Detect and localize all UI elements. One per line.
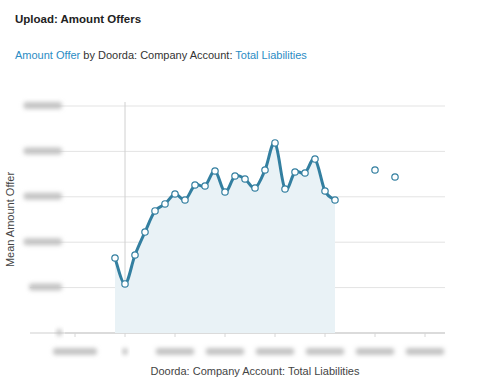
x-tick — [275, 333, 276, 337]
area-fill — [115, 143, 335, 333]
data-point — [372, 167, 378, 173]
x-tick — [325, 333, 326, 337]
x-tick — [175, 333, 176, 337]
x-tick — [425, 333, 426, 337]
data-point — [132, 252, 138, 258]
redacted-tick-label — [24, 193, 63, 200]
data-point — [112, 255, 118, 261]
data-point — [232, 173, 238, 179]
redacted-tick-label — [57, 329, 63, 336]
x-tick — [375, 333, 376, 337]
x-tick — [125, 333, 126, 337]
redacted-tick-label — [24, 238, 63, 245]
data-point — [222, 189, 228, 195]
chart-svg: Upload: Amount Offers Amount Offer by Doo… — [0, 0, 500, 390]
plot-area — [112, 140, 398, 333]
y-axis-label: Mean Amount Offer — [4, 172, 16, 268]
data-point — [142, 229, 148, 235]
series-line — [115, 143, 335, 284]
redacted-tick-label — [256, 348, 295, 355]
data-point — [292, 169, 298, 175]
redacted-tick-label — [206, 348, 245, 355]
data-point — [162, 201, 168, 207]
redacted-tick-label — [406, 348, 445, 355]
data-point — [312, 156, 318, 162]
data-point — [262, 167, 268, 173]
data-point — [332, 197, 338, 203]
data-point — [182, 197, 188, 203]
x-tick — [75, 333, 76, 337]
redacted-tick-label — [306, 348, 345, 355]
redacted-tick-label — [156, 348, 195, 355]
grid-line — [30, 151, 445, 152]
subtitle-part: by Doorda: Company Account: — [80, 49, 232, 61]
redacted-tick-label — [122, 348, 128, 355]
data-point — [322, 188, 328, 194]
data-point — [392, 174, 398, 180]
grid-line — [30, 106, 445, 107]
data-point — [122, 281, 128, 287]
data-point — [152, 208, 158, 214]
data-point — [212, 168, 218, 174]
x-tick — [225, 333, 226, 337]
subtitle-part: Total Liabilities — [232, 49, 307, 61]
data-point — [192, 182, 198, 188]
subtitle-part: Amount Offer — [15, 49, 81, 61]
title: Upload: Amount Offers — [15, 13, 141, 25]
data-point — [282, 186, 288, 192]
data-point — [202, 183, 208, 189]
subtitle: Amount Offer by Doorda: Company Account:… — [15, 49, 307, 61]
data-point — [242, 176, 248, 182]
redacted-tick-label — [24, 147, 63, 154]
chart-container: Upload: Amount Offers Amount Offer by Doo… — [0, 0, 500, 390]
x-axis-label: Doorda: Company Account: Total Liabiliti… — [151, 365, 360, 377]
data-point — [302, 170, 308, 176]
redacted-tick-label — [24, 102, 63, 109]
redacted-tick-label — [29, 284, 62, 291]
redacted-tick-label — [356, 348, 395, 355]
data-point — [172, 191, 178, 197]
data-point — [252, 185, 258, 191]
redacted-tick-label — [53, 348, 97, 355]
data-point — [272, 140, 278, 146]
